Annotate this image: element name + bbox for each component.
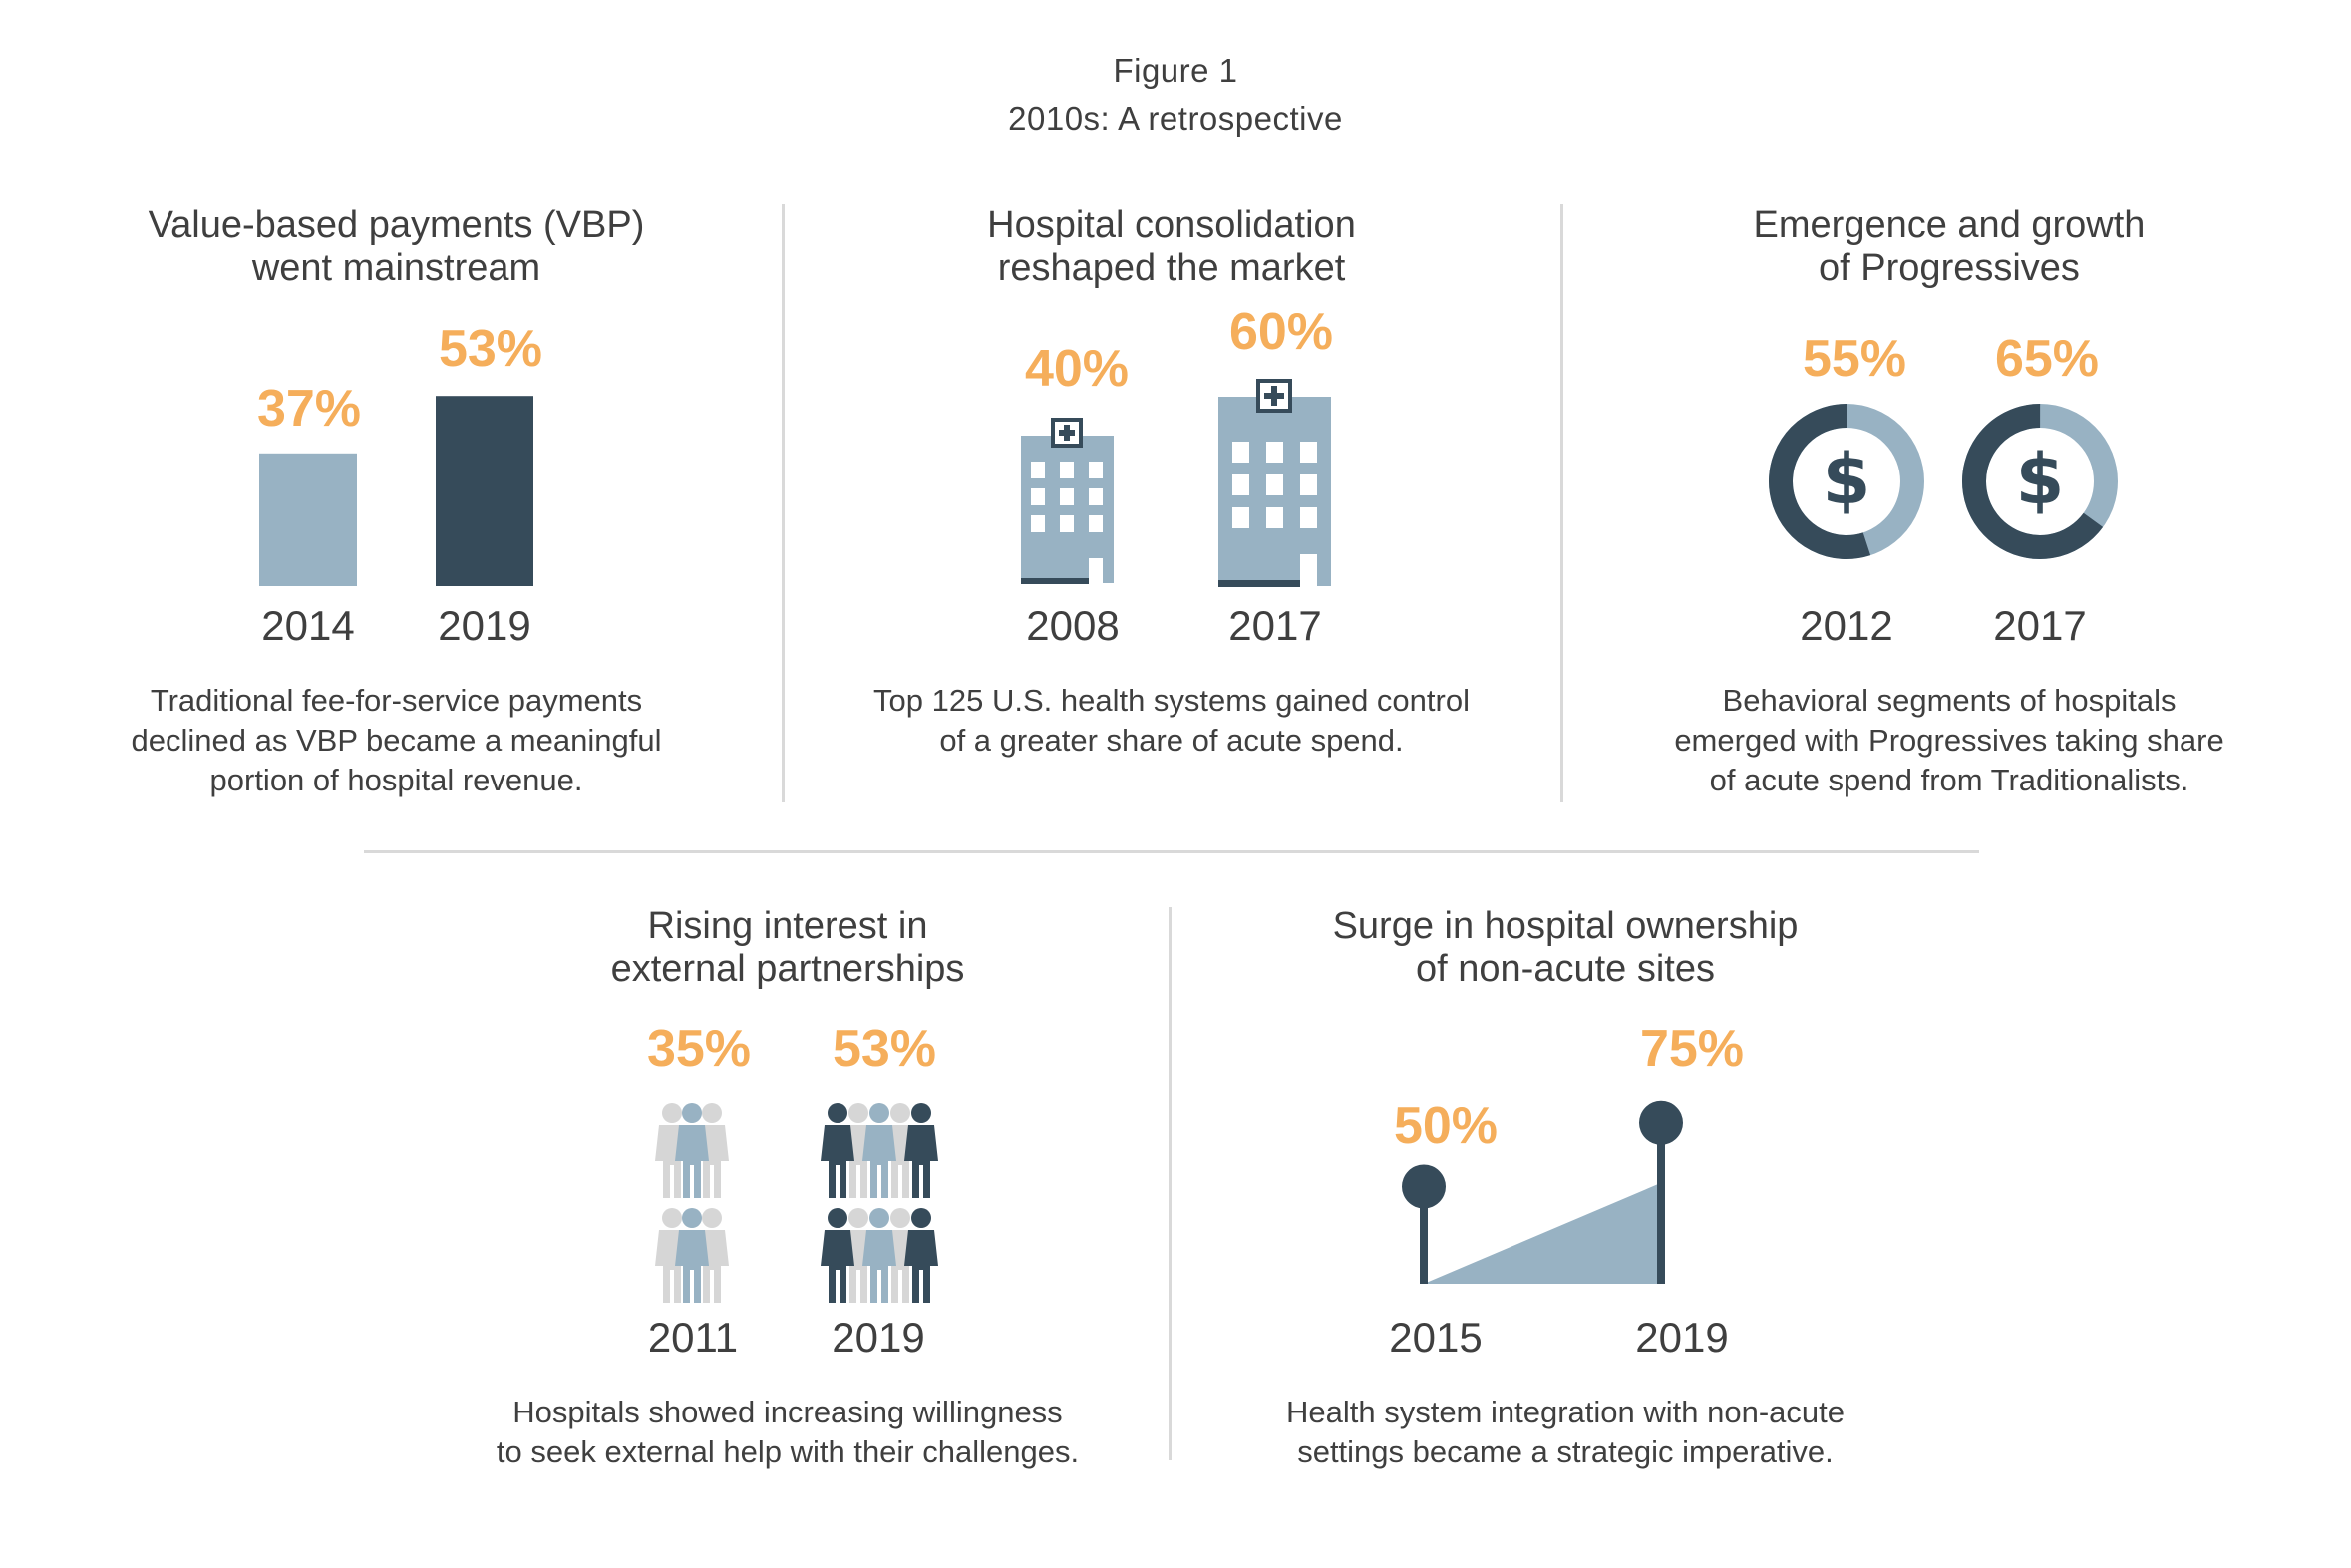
vbp-bar-2014 (259, 453, 357, 586)
nonacute-year-2019: 2019 (1635, 1314, 1729, 1361)
figure-subtitle: 2010s: A retrospective (1008, 100, 1343, 137)
consolidation-label-2008: 40% (1024, 340, 1130, 398)
vbp-bar-2019 (436, 396, 533, 586)
panel-nonacute-title: Surge in hospital ownership of non-acute… (1332, 905, 1799, 990)
panel-partnerships-caption: Hospitals showed increasing willingness … (496, 1395, 1080, 1469)
svg-text:$: $ (2016, 439, 2065, 520)
donut-arc-2017 (1962, 404, 2118, 559)
hospital-building-icon (1021, 418, 1114, 584)
divider-horizontal (364, 850, 1979, 853)
nonacute-label-2015: 50% (1393, 1098, 1499, 1155)
consolidation-label-2017: 60% (1228, 303, 1334, 361)
panel-consolidation-caption: Top 125 U.S. health systems gained contr… (873, 683, 1470, 758)
figure-title: Figure 1 (1113, 52, 1238, 89)
nonacute-label-2019: 75% (1639, 1020, 1745, 1078)
divider-top-2 (1560, 204, 1563, 802)
vbp-label-2019: 53% (438, 320, 543, 378)
hospital-building-icon (1218, 379, 1331, 587)
vbp-year-2014: 2014 (261, 602, 355, 649)
partnerships-year-2011: 2011 (647, 1314, 739, 1361)
dollar-donut-icon: $ (1962, 404, 2118, 559)
nonacute-year-2015: 2015 (1389, 1314, 1483, 1361)
consolidation-year-2017: 2017 (1228, 602, 1322, 649)
panel-vbp-title: Value-based payments (VBP) went mainstre… (148, 204, 645, 289)
nonacute-pin-2015 (1402, 1164, 1446, 1209)
bar-chart-icon (259, 396, 533, 586)
panel-consolidation-title: Hospital consolidation reshaped the mark… (987, 204, 1356, 289)
people-group-icon (821, 1103, 938, 1303)
progressives-year-2017: 2017 (1993, 602, 2087, 649)
partnerships-label-2019: 53% (832, 1020, 937, 1078)
panel-vbp-caption: Traditional fee-for-service payments dec… (131, 683, 662, 797)
progressives-label-2012: 55% (1802, 330, 1907, 388)
divider-top-1 (782, 204, 785, 802)
lollipop-area-icon (1402, 1100, 1683, 1284)
panel-progressives-title: Emergence and growth of Progressives (1753, 204, 2146, 289)
panel-progressives-caption: Behavioral segments of hospitals emerged… (1674, 683, 2224, 797)
vbp-label-2014: 37% (256, 380, 362, 438)
panel-partnerships-title: Rising interest in external partnerships (610, 905, 965, 990)
progressives-label-2017: 65% (1994, 330, 2100, 388)
partnerships-label-2011: 35% (646, 1020, 752, 1078)
dollar-donut-icon: $ (1769, 404, 1924, 559)
progressives-year-2012: 2012 (1800, 602, 1893, 649)
nonacute-area (1424, 1182, 1661, 1284)
divider-bottom (1169, 907, 1172, 1460)
panel-nonacute-caption: Health system integration with non-acute… (1285, 1395, 1845, 1469)
partnerships-year-2019: 2019 (832, 1314, 925, 1361)
consolidation-year-2008: 2008 (1026, 602, 1120, 649)
vbp-year-2019: 2019 (438, 602, 531, 649)
svg-text:$: $ (1823, 439, 1871, 520)
nonacute-pin-2019 (1639, 1100, 1683, 1145)
people-group-icon (655, 1103, 729, 1303)
